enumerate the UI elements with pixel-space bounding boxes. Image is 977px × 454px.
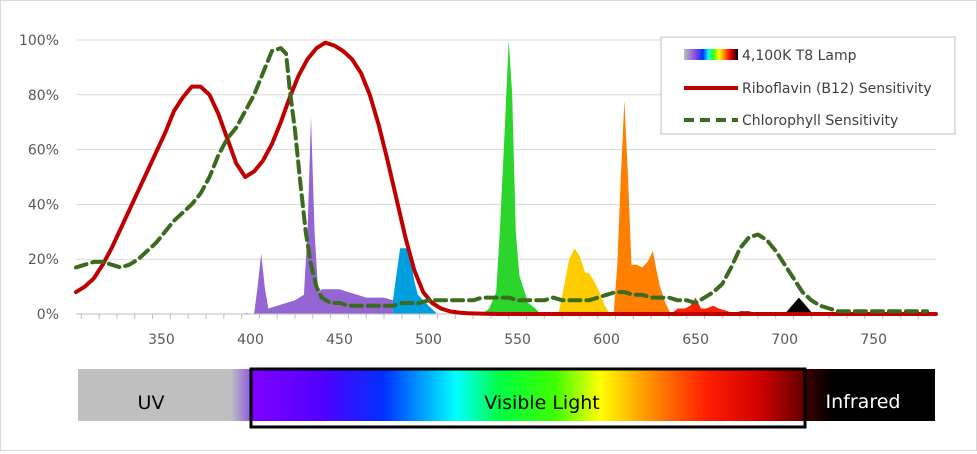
riboflavin-sensitivity-line	[74, 40, 938, 316]
lamp-area-segment-2	[392, 248, 438, 314]
y-tick-label-0: 0%	[37, 307, 59, 323]
legend-swatch-lamp	[684, 49, 738, 60]
y-tick-label-80: 80%	[28, 88, 59, 104]
legend-label-lamp: 4,100K T8 Lamp	[742, 48, 857, 64]
x-tick-label-500: 500	[415, 332, 442, 348]
lamp-area-segment-6	[670, 297, 735, 314]
y-tick-label-60: 60%	[28, 143, 59, 159]
legend: 4,100K T8 Lamp Riboflavin (B12) Sensitiv…	[660, 36, 956, 135]
infrared-label: Infrared	[826, 391, 901, 413]
y-tick-label-20: 20%	[28, 252, 59, 268]
y-tick-label-40: 40%	[28, 197, 59, 213]
x-tick-label-350: 350	[148, 332, 175, 348]
ir-fade-band	[803, 369, 833, 421]
visible-band	[251, 369, 805, 421]
lamp-area-segment-4	[558, 248, 611, 314]
y-axis: 0% 20% 40% 60% 80% 100%	[19, 33, 59, 323]
x-tick-label-700: 700	[771, 332, 798, 348]
lamp-area-segment-8	[784, 297, 814, 314]
uv-band	[78, 369, 233, 421]
legend-label-chlorophyll: Chlorophyll Sensitivity	[742, 113, 898, 129]
chlorophyll-sensitivity-line	[74, 46, 930, 314]
lamp-area-segment-1	[254, 116, 393, 314]
lamp-area-segment-5	[613, 100, 671, 314]
x-tick-label-400: 400	[237, 332, 264, 348]
spectrum-bar: UV Visible Light Infrared	[78, 367, 935, 429]
x-tick-label-450: 450	[326, 332, 353, 348]
uv-label: UV	[138, 392, 165, 414]
infrared-band	[831, 369, 935, 421]
legend-label-riboflavin: Riboflavin (B12) Sensitivity	[742, 81, 932, 97]
x-axis: 350 400 450 500 550 600 650 700 750	[76, 313, 936, 348]
y-tick-label-100: 100%	[19, 33, 59, 49]
x-tick-label-550: 550	[504, 332, 531, 348]
uv-fade-band	[231, 369, 253, 421]
x-tick-label-600: 600	[593, 332, 620, 348]
visible-label: Visible Light	[484, 392, 600, 414]
visible-outline	[249, 367, 807, 429]
sensitivity-lines	[74, 40, 938, 316]
x-tick-label-750: 750	[860, 332, 887, 348]
lamp-area-segment-3	[482, 40, 541, 314]
x-tick-label-650: 650	[682, 332, 709, 348]
